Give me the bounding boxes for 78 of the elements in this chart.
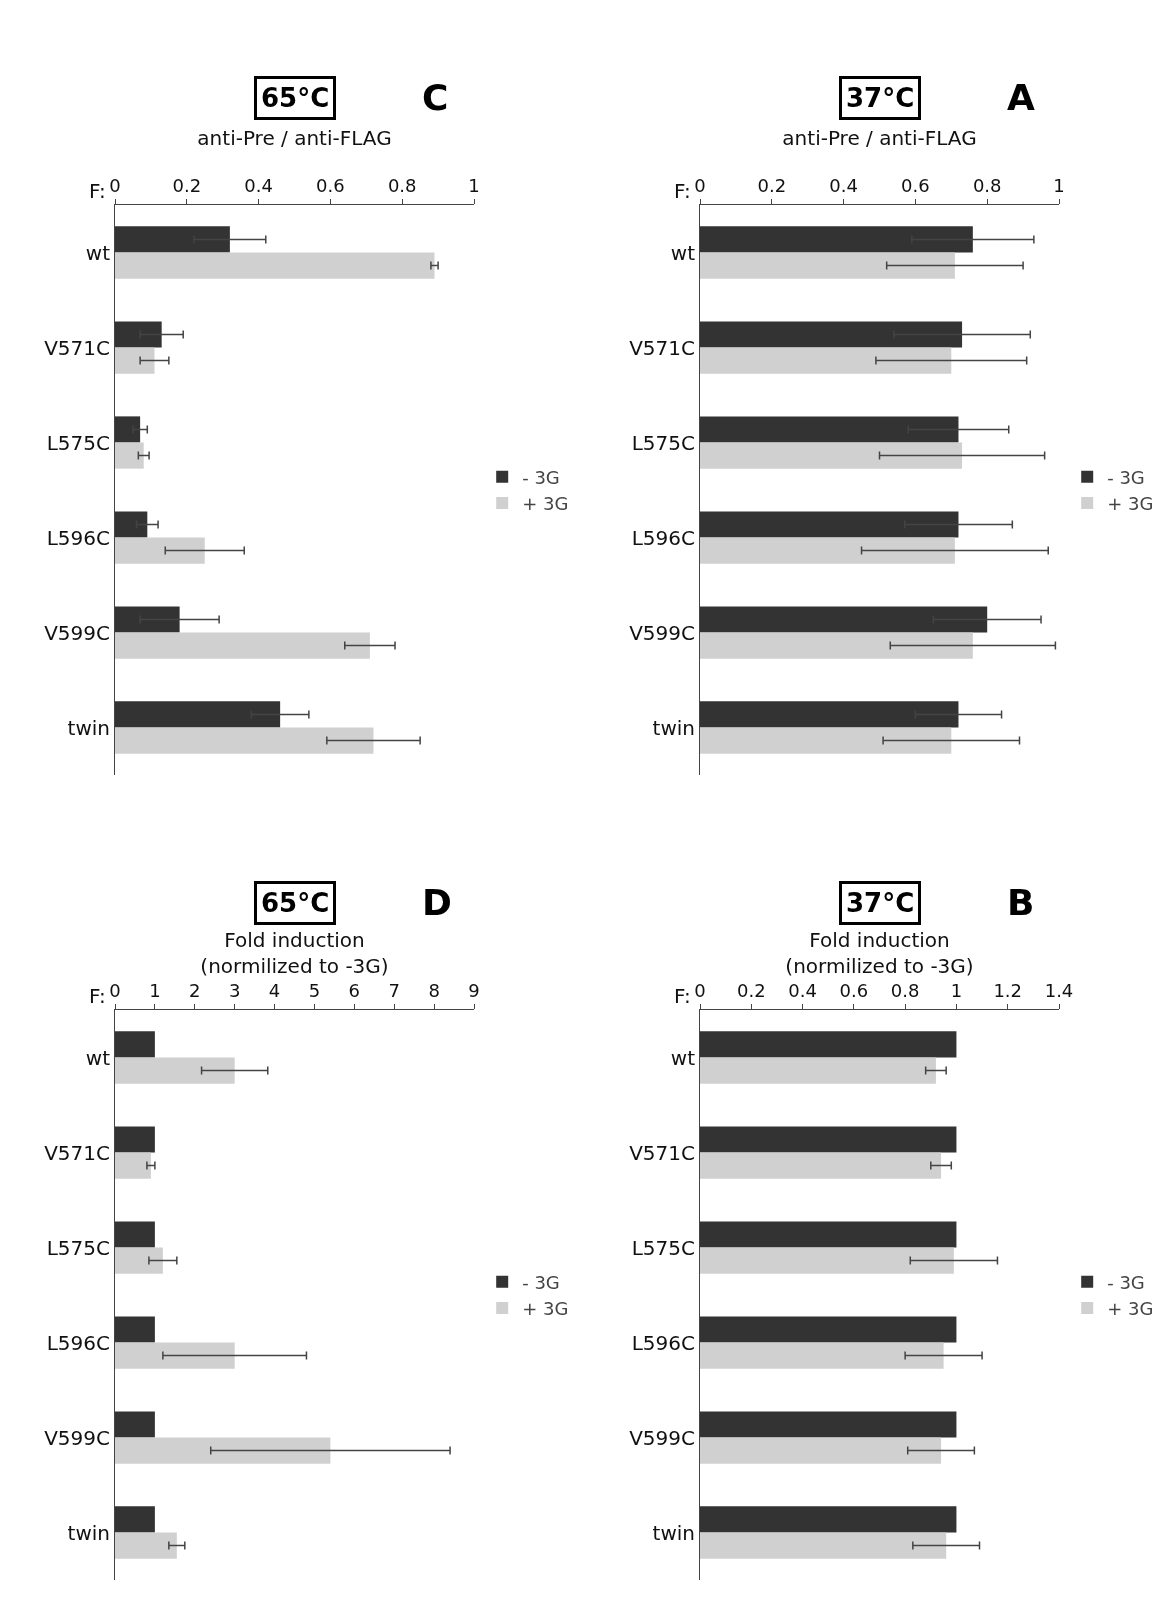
legend-label: + 3G (1107, 1298, 1154, 1320)
x-tick-label: 1 (149, 979, 161, 1001)
x-tick-label: 0 (109, 979, 121, 1001)
x-tick-label: 3 (228, 979, 241, 1001)
y-tick-label: V571C (629, 335, 695, 360)
x-tick-label: 0.6 (901, 174, 930, 196)
x-tick-label: 2 (189, 979, 201, 1001)
text: A (1007, 77, 1035, 118)
x-tick-label: 0 (694, 174, 706, 196)
x-tick-label: 9 (468, 979, 480, 1001)
y-tick-label: twin (652, 715, 695, 740)
x-tick-label: 1.4 (1044, 979, 1074, 1001)
x-tick-label: 1 (950, 979, 963, 1001)
y-tick-label: V599C (629, 1425, 695, 1450)
legend-label: - 3G (522, 1271, 560, 1293)
x-tick-label: 0.4 (829, 174, 858, 196)
y-tick-label: V599C (44, 620, 110, 645)
legend-label: - 3G (1107, 466, 1145, 488)
y-tick-label: L575C (46, 430, 110, 455)
legend-label: - 3G (1107, 1271, 1145, 1293)
y-tick-label: V571C (44, 1140, 110, 1165)
text: C (422, 77, 449, 118)
x-tick-label: 0.8 (890, 979, 920, 1001)
x-tick-label: 0.4 (244, 174, 273, 196)
chart-title: 37°C (846, 888, 915, 918)
y-tick-label: L575C (631, 1235, 695, 1260)
x-axis-title: Fold induction (normilized to -3G) (785, 927, 974, 978)
y-tick-label: wt (85, 1045, 111, 1070)
x-tick-label: 0 (109, 174, 121, 196)
x-tick-label: 6 (348, 979, 361, 1001)
legend-label: + 3G (522, 493, 569, 515)
y-tick-label: wt (670, 240, 696, 265)
x-axis-title: anti-Pre / anti-FLAG (197, 126, 392, 150)
text: D (422, 882, 452, 923)
x-tick-label: 7 (388, 979, 400, 1001)
text: F: (674, 179, 691, 203)
text: F: (89, 984, 106, 1008)
y-tick-label: L596C (631, 1330, 695, 1355)
legend-label: + 3G (1107, 493, 1154, 515)
x-tick-label: 0.2 (757, 174, 787, 196)
x-tick-label: 0.6 (839, 979, 869, 1001)
x-tick-label: 0.8 (972, 174, 1002, 196)
x-tick-label: 0 (694, 979, 706, 1001)
x-tick-label: 0.2 (736, 979, 766, 1001)
legend-label: - 3G (522, 466, 560, 488)
y-tick-label: twin (67, 715, 110, 740)
x-tick-label: 0.2 (172, 174, 202, 196)
y-tick-label: twin (67, 1520, 110, 1545)
x-tick-label: 4 (268, 979, 281, 1001)
legend-label: + 3G (522, 1298, 569, 1320)
y-tick-label: L596C (46, 525, 110, 550)
x-tick-label: 1 (468, 174, 480, 196)
y-tick-label: L596C (46, 1330, 110, 1355)
y-tick-label: wt (85, 240, 111, 265)
y-tick-label: L575C (631, 430, 695, 455)
y-tick-label: V571C (44, 335, 110, 360)
x-axis-title: anti-Pre / anti-FLAG (782, 126, 977, 150)
x-tick-label: 0.6 (316, 174, 345, 196)
x-tick-label: 0.8 (387, 174, 417, 196)
y-tick-label: L596C (631, 525, 695, 550)
y-tick-label: twin (652, 1520, 695, 1545)
x-tick-label: 1 (1053, 174, 1065, 196)
x-tick-label: 1.2 (993, 979, 1023, 1001)
x-tick-label: 5 (308, 979, 321, 1001)
y-tick-label: L575C (46, 1235, 110, 1260)
y-tick-label: V571C (629, 1140, 695, 1165)
chart-title: 65°C (261, 888, 330, 918)
x-tick-label: 8 (428, 979, 440, 1001)
y-tick-label: V599C (44, 1425, 110, 1450)
chart-title: 37°C (846, 83, 915, 113)
y-tick-label: V599C (629, 620, 695, 645)
y-tick-label: wt (670, 1045, 696, 1070)
text: F: (674, 984, 691, 1008)
x-axis-title: Fold induction (normilized to -3G) (200, 927, 389, 978)
text: B (1007, 882, 1035, 923)
chart-title: 65°C (261, 83, 330, 113)
x-tick-label: 0.4 (788, 979, 817, 1001)
text: F: (89, 179, 106, 203)
